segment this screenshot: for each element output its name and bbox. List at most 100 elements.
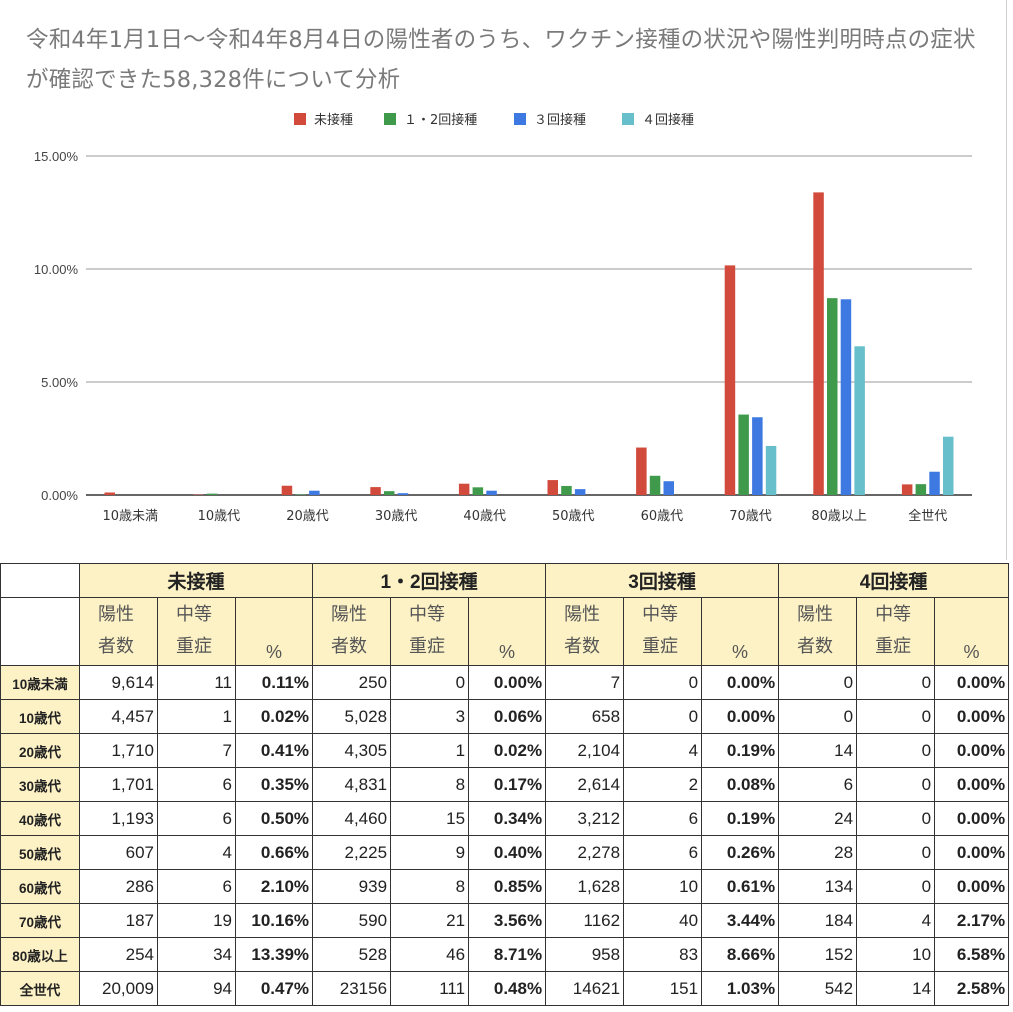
- bar: [752, 417, 763, 495]
- bar: [854, 346, 865, 495]
- percent-cell: 0.00%: [934, 835, 1010, 870]
- bar: [943, 436, 954, 495]
- table-row: 10歳未満 9,614 11 0.11% 250 0 0.00% 7 0 0.00% 0 0 0.00%: [0, 665, 1010, 700]
- subheader-positives: 陽性 者数: [79, 597, 158, 666]
- bar: [724, 265, 736, 495]
- percent-cell: 0.00%: [934, 767, 1010, 802]
- row-age-label: 10歳未満: [0, 665, 80, 700]
- positives-cell: 23156: [312, 971, 392, 1006]
- percent-cell: 0.00%: [934, 869, 1010, 904]
- table-row: 全世代 20,009 94 0.47% 23156 111 0.48% 14621 151 1.0…: [0, 971, 1010, 1006]
- severe-cell: 4: [856, 903, 936, 938]
- percent-cell: 0.34%: [468, 801, 547, 836]
- percent-cell: 0.47%: [234, 971, 314, 1006]
- positives-cell: 1,628: [545, 869, 625, 904]
- positives-cell: 187: [79, 903, 158, 938]
- severe-cell: 3: [390, 699, 470, 734]
- positives-cell: 4,305: [312, 733, 392, 768]
- bar: [738, 414, 749, 495]
- positives-cell: 254: [79, 937, 158, 972]
- positives-cell: 4,460: [312, 801, 392, 836]
- positives-cell: 14: [778, 733, 858, 768]
- percent-cell: 0.26%: [701, 835, 780, 870]
- percent-cell: 0.66%: [234, 835, 314, 870]
- x-tick-label: 60歳代: [641, 509, 684, 524]
- severe-cell: 1: [390, 733, 470, 768]
- severe-cell: 6: [623, 801, 703, 836]
- y-tick-label: 5.00%: [41, 375, 78, 390]
- severe-cell: 11: [157, 665, 236, 700]
- row-age-label: 70歳代: [0, 903, 80, 938]
- bar: [813, 192, 824, 496]
- percent-cell: 2.17%: [934, 903, 1010, 938]
- subheader-severe: 中等 重症: [390, 597, 470, 666]
- row-age-label: 20歳代: [0, 733, 80, 768]
- legend-swatch: [294, 113, 306, 125]
- legend-label: １・2回接種: [404, 112, 477, 128]
- group-header: 未接種: [78, 563, 314, 598]
- severe-cell: 10: [856, 937, 936, 972]
- percent-cell: 0.11%: [234, 665, 314, 700]
- severe-cell: 40: [623, 903, 703, 938]
- x-tick-label: 50歳代: [552, 509, 595, 524]
- positives-cell: 939: [312, 869, 392, 904]
- group-header: 4回接種: [778, 563, 1010, 598]
- percent-cell: 0.02%: [234, 699, 314, 734]
- positives-cell: 5,028: [312, 699, 392, 734]
- row-age-label: 80歳以上: [0, 937, 80, 972]
- percent-cell: 0.06%: [468, 699, 547, 734]
- positives-cell: 152: [778, 937, 858, 972]
- table-row: 80歳以上 254 34 13.39% 528 46 8.71% 958 83 8.66% 152 1…: [0, 937, 1010, 972]
- data-table: 未接種 1・2回接種 3回接種 4回接種 陽性 者数 中等 重症% 陽性 者数 中等 重症% 陽…: [0, 563, 1010, 1006]
- positives-cell: 590: [312, 903, 392, 938]
- table-row: 10歳代 4,457 1 0.02% 5,028 3 0.06% 658 0 0.00% 0 0 0.0…: [0, 699, 1010, 734]
- positives-cell: 7: [545, 665, 625, 700]
- percent-cell: 6.58%: [934, 937, 1010, 972]
- subheader-positives: 陽性 者数: [778, 597, 858, 666]
- percent-cell: 8.66%: [701, 937, 780, 972]
- corner-cell: [0, 563, 80, 598]
- x-tick-label: 20歳代: [286, 509, 329, 524]
- bar: [827, 298, 838, 495]
- percent-cell: 0.19%: [701, 801, 780, 836]
- severe-cell: 0: [856, 733, 936, 768]
- severe-cell: 0: [623, 699, 703, 734]
- positives-cell: 14621: [545, 971, 625, 1006]
- severe-cell: 8: [390, 767, 470, 802]
- severe-cell: 0: [856, 869, 936, 904]
- severe-cell: 19: [157, 903, 236, 938]
- percent-cell: 0.61%: [701, 869, 780, 904]
- positives-cell: 4,457: [79, 699, 158, 734]
- bar: [649, 475, 661, 495]
- bar: [561, 485, 572, 495]
- table-row: 70歳代 187 19 10.16% 590 21 3.56% 1162 40 3.44% 184 4…: [0, 903, 1010, 938]
- data-table-container: 未接種 1・2回接種 3回接種 4回接種 陽性 者数 中等 重症% 陽性 者数 中等 重症% 陽…: [0, 563, 1010, 1006]
- percent-cell: 2.10%: [234, 869, 314, 904]
- positives-cell: 250: [312, 665, 392, 700]
- bar: [281, 485, 293, 495]
- positives-cell: 1,710: [79, 733, 158, 768]
- severe-cell: 94: [157, 971, 236, 1006]
- subheader-positives: 陽性 者数: [312, 597, 392, 666]
- x-tick-label: 70歳代: [729, 509, 772, 524]
- legend-swatch: [622, 113, 634, 125]
- positives-cell: 9,614: [79, 665, 158, 700]
- severe-cell: 34: [157, 937, 236, 972]
- percent-cell: 3.56%: [468, 903, 547, 938]
- row-age-label: 30歳代: [0, 767, 80, 802]
- y-tick-label: 0.00%: [41, 488, 78, 503]
- percent-cell: 0.41%: [234, 733, 314, 768]
- row-age-label: 60歳代: [0, 869, 80, 904]
- table-body: 10歳未満 9,614 11 0.11% 250 0 0.00% 7 0 0.00% 0 0 0.00%…: [0, 665, 1010, 1006]
- legend-swatch: [384, 113, 396, 125]
- percent-cell: 2.58%: [934, 971, 1010, 1006]
- legend-label: ３回接種: [534, 112, 586, 128]
- subheader-percent: %: [701, 597, 780, 666]
- percent-cell: 0.00%: [468, 665, 547, 700]
- percent-cell: 0.02%: [468, 733, 547, 768]
- severe-cell: 1: [157, 699, 236, 734]
- positives-cell: 286: [79, 869, 158, 904]
- percent-cell: 0.19%: [701, 733, 780, 768]
- severe-cell: 0: [856, 835, 936, 870]
- percent-cell: 0.00%: [701, 699, 780, 734]
